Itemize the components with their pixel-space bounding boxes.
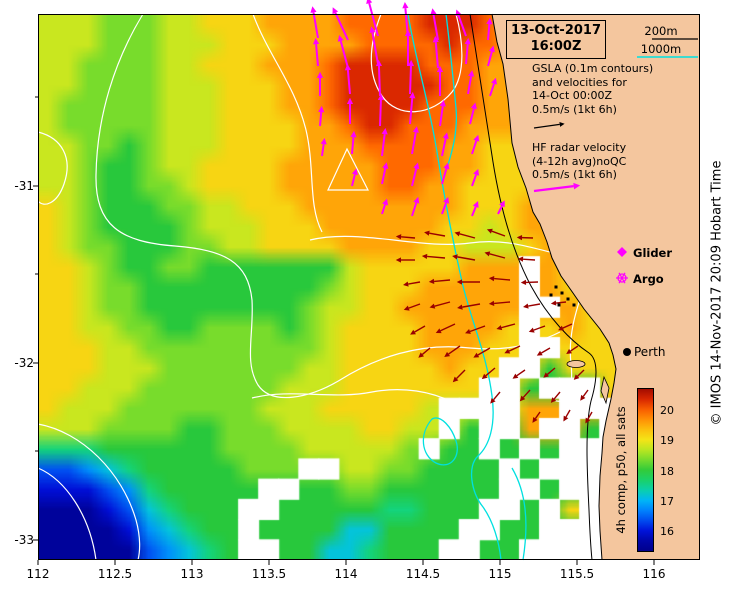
glider-marker-icon bbox=[617, 247, 627, 257]
colorbar-tick: 18 bbox=[660, 464, 674, 478]
depth-200m-label: 200m bbox=[644, 24, 678, 38]
gsla-velocity-arrows-group bbox=[395, 228, 593, 424]
x-tick-label: 112.5 bbox=[97, 567, 133, 581]
argo-label: Argo bbox=[633, 272, 664, 286]
x-tick-label: 114.5 bbox=[405, 567, 441, 581]
gsla-legend-line: and velocities for bbox=[532, 75, 627, 89]
copyright-text: © IMOS 14-Nov-2017 20:09 Hobart Time bbox=[709, 160, 725, 426]
colorbar-tick: 19 bbox=[660, 434, 674, 448]
y-tick-label: -33 bbox=[14, 533, 34, 547]
x-tick-label: 113 bbox=[180, 567, 204, 581]
depth-1000m-label: 1000m bbox=[640, 42, 682, 56]
legend-graphics-group bbox=[533, 38, 698, 284]
y-tick-label: -32 bbox=[14, 356, 34, 370]
datetime-box: 13-Oct-2017 16:00Z bbox=[506, 20, 606, 59]
hf-radar-legend: HF radar velocity (4-12h avg)noQC 0.5m/s… bbox=[532, 141, 626, 182]
colorbar-label: 4h comp, p50, all sats bbox=[614, 406, 628, 534]
x-tick-label: 116 bbox=[642, 567, 666, 581]
x-tick-label: 115.5 bbox=[559, 567, 595, 581]
garden-island bbox=[600, 375, 610, 405]
x-tick-label: 113.5 bbox=[251, 567, 287, 581]
x-tick-label: 114 bbox=[334, 567, 358, 581]
contour-200m-group bbox=[469, 13, 597, 561]
hf-legend-line: HF radar velocity bbox=[532, 141, 627, 154]
gsla-legend-line: 0.5m/s (1kt 6h) bbox=[532, 102, 617, 116]
perth-marker-group bbox=[623, 348, 631, 356]
perth-dot bbox=[623, 348, 631, 356]
x-tick-label: 112 bbox=[26, 567, 50, 581]
axis-ticks-group bbox=[33, 96, 655, 565]
station-dots-group bbox=[549, 285, 576, 307]
hf-legend-line: 0.5m/s (1kt 6h) bbox=[532, 168, 617, 181]
argo-marker-icon bbox=[616, 272, 628, 284]
colorbar-tick: 16 bbox=[660, 525, 674, 539]
hf-radar-arrows-group bbox=[310, 0, 505, 217]
gsla-legend-line: 14-Oct 00:00Z bbox=[532, 89, 613, 102]
gsla-legend-line: GSLA (0.1m contours) bbox=[532, 62, 654, 75]
city-label-perth: Perth bbox=[634, 345, 666, 359]
map-date: 13-Oct-2017 bbox=[510, 23, 602, 38]
hf-legend-line: (4-12h avg)noQC bbox=[532, 154, 627, 168]
map-time: 16:00Z bbox=[530, 39, 582, 54]
sst-colorbar bbox=[637, 388, 654, 552]
glider-label: Glider bbox=[633, 246, 673, 260]
x-tick-label: 115 bbox=[488, 567, 512, 581]
colorbar-tick: 17 bbox=[660, 494, 674, 508]
y-tick-label: -31 bbox=[14, 179, 34, 193]
rottnest-island bbox=[566, 360, 586, 368]
contour-1000m-group bbox=[407, 13, 527, 561]
gsla-legend: GSLA (0.1m contours) and velocities for … bbox=[532, 62, 653, 116]
colorbar-tick: 20 bbox=[660, 403, 674, 417]
